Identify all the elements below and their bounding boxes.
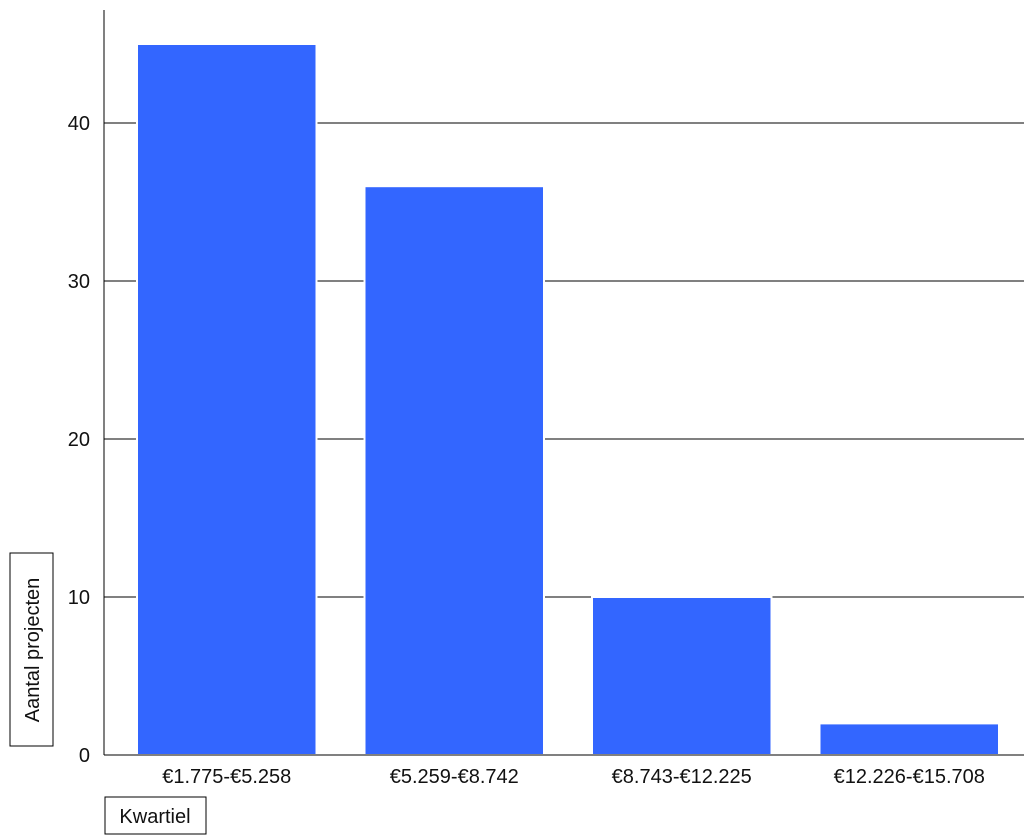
y-tick-label: 40 bbox=[68, 113, 90, 135]
y-tick-label: 20 bbox=[68, 429, 90, 451]
bar bbox=[818, 722, 1000, 757]
bars bbox=[136, 43, 1000, 757]
y-tick-label: 0 bbox=[79, 745, 90, 767]
bar bbox=[363, 185, 545, 756]
x-axis-title: Kwartiel bbox=[104, 796, 207, 835]
x-tick-label: €5.259-€8.742 bbox=[390, 766, 519, 788]
y-tick-label: 10 bbox=[68, 587, 90, 609]
x-axis-title-text: Kwartiel bbox=[119, 806, 190, 828]
y-axis-title-text: Aantal projecten bbox=[22, 578, 44, 723]
x-tick-label: €1.775-€5.258 bbox=[162, 766, 291, 788]
x-tick-label: €8.743-€12.225 bbox=[612, 766, 752, 788]
bar bbox=[591, 596, 773, 756]
x-tick-label: €12.226-€15.708 bbox=[834, 766, 985, 788]
y-tick-label: 30 bbox=[68, 271, 90, 293]
bar bbox=[136, 43, 318, 756]
y-axis-title: Aantal projecten bbox=[9, 552, 54, 747]
y-tick-labels: 0 10 20 30 40 bbox=[68, 113, 90, 767]
x-tick-labels: €1.775-€5.258 €5.259-€8.742 €8.743-€12.225… bbox=[162, 766, 985, 788]
